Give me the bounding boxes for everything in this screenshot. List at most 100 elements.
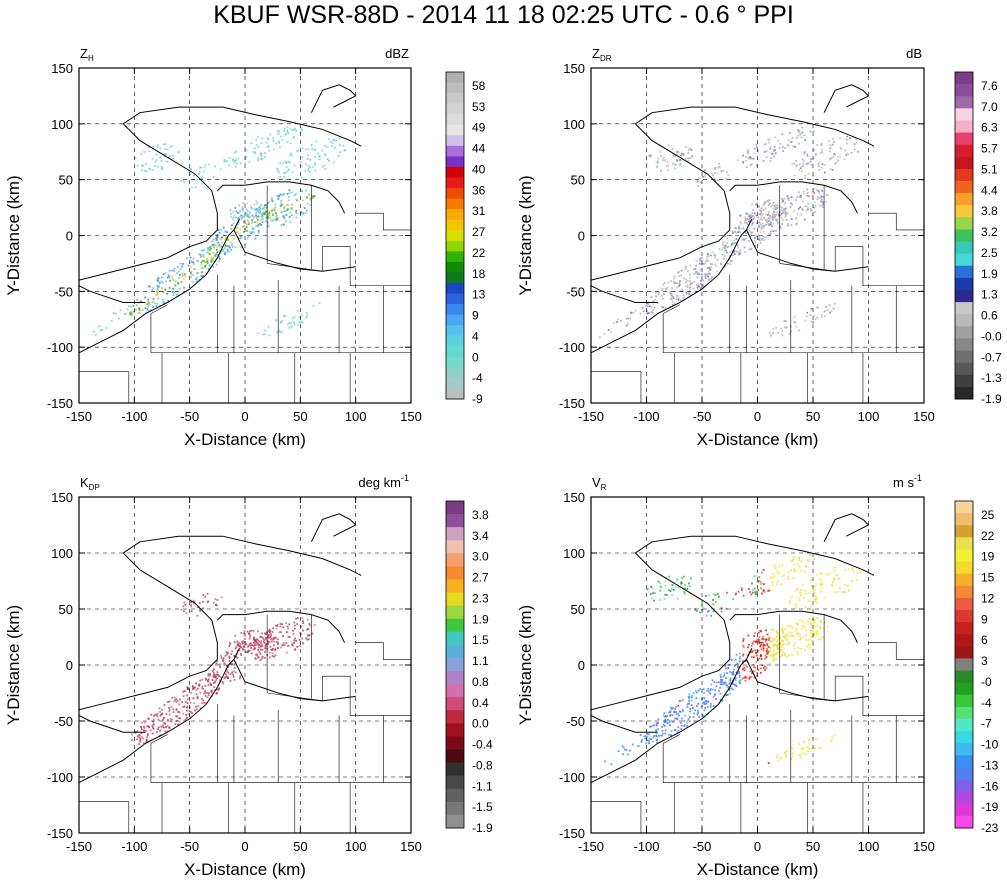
colorbar-label: 22 [472, 246, 486, 260]
colorbar-segment [446, 388, 464, 400]
colorbar-label: 7.0 [981, 100, 998, 114]
y-tick-label: 100 [563, 546, 585, 561]
y-tick-label: 100 [51, 117, 73, 132]
colorbar-segment [955, 241, 973, 255]
y-tick-label: 50 [571, 602, 585, 617]
colorbar-segment [446, 814, 464, 829]
field-units: deg km-1 [358, 473, 409, 490]
colorbar-segment [955, 610, 973, 623]
colorbar-segment [446, 377, 464, 389]
field-name: KDP [80, 475, 100, 492]
x-tick-label: -100 [633, 839, 659, 854]
colorbar-segment [955, 573, 973, 587]
map-outlines [79, 84, 411, 403]
y-tick-label: -50 [54, 284, 73, 299]
colorbar-label: 0.6 [981, 309, 998, 323]
colorbar-label: 36 [472, 183, 486, 197]
y-tick-label: -100 [559, 340, 585, 355]
x-tick-label: -100 [633, 409, 659, 424]
colorbar-segment [446, 346, 464, 358]
colorbar-label: 1.9 [981, 267, 998, 281]
colorbar-segment [955, 120, 973, 134]
colorbar-label: 2.7 [472, 571, 489, 585]
colorbar-label: 3.2 [981, 225, 998, 239]
colorbar-segment [446, 749, 464, 764]
colorbar-label: 3.4 [472, 529, 489, 543]
colorbar-segment [446, 501, 464, 515]
field-units: dB [906, 46, 922, 61]
colorbar-segment [446, 293, 464, 305]
colorbar-segment [955, 537, 973, 550]
colorbar-segment [955, 84, 973, 97]
colorbar-segment [955, 585, 973, 599]
colorbar-label: -10 [981, 738, 999, 752]
colorbar-label: -0.8 [472, 758, 493, 772]
colorbar-segment [955, 561, 973, 575]
colorbar-label: -0.0 [981, 329, 1002, 343]
map-outlines [591, 513, 924, 833]
map-outlines [591, 84, 924, 403]
x-axis-label: X-Distance (km) [184, 430, 306, 449]
colorbar-label: 1.9 [472, 612, 489, 626]
colorbar-label: 22 [981, 529, 995, 543]
colorbar-label: 3 [981, 654, 988, 668]
colorbar-segment [446, 209, 464, 221]
colorbar-segment [955, 168, 973, 182]
y-tick-label: 150 [563, 490, 585, 505]
x-tick-label: 50 [293, 839, 307, 854]
colorbar-segment [446, 335, 464, 347]
main-title: KBUF WSR-88D - 2014 11 18 02:25 UTC - 0.… [213, 1, 794, 29]
echo-field [93, 126, 347, 337]
y-tick-label: -100 [559, 770, 585, 785]
colorbar-label: 31 [472, 204, 486, 218]
x-tick-label: 50 [806, 839, 820, 854]
colorbar-label: 1.5 [472, 633, 489, 647]
colorbar-segment [955, 374, 973, 388]
y-axis-label: Y-Distance (km) [4, 175, 23, 295]
panel-zdr: -150 -100 -50 0 50 100 150 150 100 50 0 -50 -100 -150… [516, 46, 1002, 449]
colorbar-segment [955, 597, 973, 611]
colorbar-segment [955, 362, 973, 376]
colorbar-segment [955, 622, 973, 635]
colorbar-segment [446, 261, 464, 273]
y-tick-label: 0 [66, 658, 73, 673]
y-axis-label: Y-Distance (km) [516, 175, 535, 295]
colorbar-label: 0 [472, 350, 479, 364]
colorbar-segment [955, 513, 973, 526]
colorbar-segment [955, 229, 973, 243]
colorbar-label: 3.8 [472, 508, 489, 522]
colorbar-label: 0.8 [472, 675, 489, 689]
colorbar-segment [955, 205, 973, 218]
colorbar-label: 49 [472, 121, 486, 135]
colorbar-segment [446, 166, 464, 178]
y-tick-label: 0 [578, 229, 585, 244]
x-tick-label: 50 [293, 409, 307, 424]
colorbar-segment [955, 253, 973, 267]
x-tick-label: -100 [121, 409, 147, 424]
colorbar-segment [955, 694, 973, 708]
colorbar-segment [955, 634, 973, 647]
colorbar-segment [446, 282, 464, 295]
colorbar-segment [446, 272, 464, 284]
colorbar-label: -1.5 [472, 800, 493, 814]
colorbar-label: 13 [472, 288, 486, 302]
colorbar-segment [446, 553, 464, 567]
y-axis-label: Y-Distance (km) [4, 605, 23, 725]
colorbar-segment [446, 124, 464, 136]
x-tick-label: -150 [578, 409, 604, 424]
plot-area [79, 68, 411, 403]
x-tick-label: 0 [754, 409, 761, 424]
panel-vr: -150 -100 -50 0 50 100 150 150 100 50 0 -50 -100 -150… [516, 473, 999, 879]
colorbar-segment [955, 682, 973, 696]
y-tick-label: 0 [578, 658, 585, 673]
colorbar-segment [955, 217, 973, 230]
x-tick-label: 100 [345, 839, 367, 854]
colorbar-segment [955, 706, 973, 720]
colorbar-segment [446, 240, 464, 252]
colorbar-label: 5.1 [981, 162, 998, 176]
colorbar-segment [955, 791, 973, 805]
colorbar-segment [955, 326, 973, 339]
colorbar-label: 4.4 [981, 183, 998, 197]
colorbar-segment [955, 646, 973, 659]
